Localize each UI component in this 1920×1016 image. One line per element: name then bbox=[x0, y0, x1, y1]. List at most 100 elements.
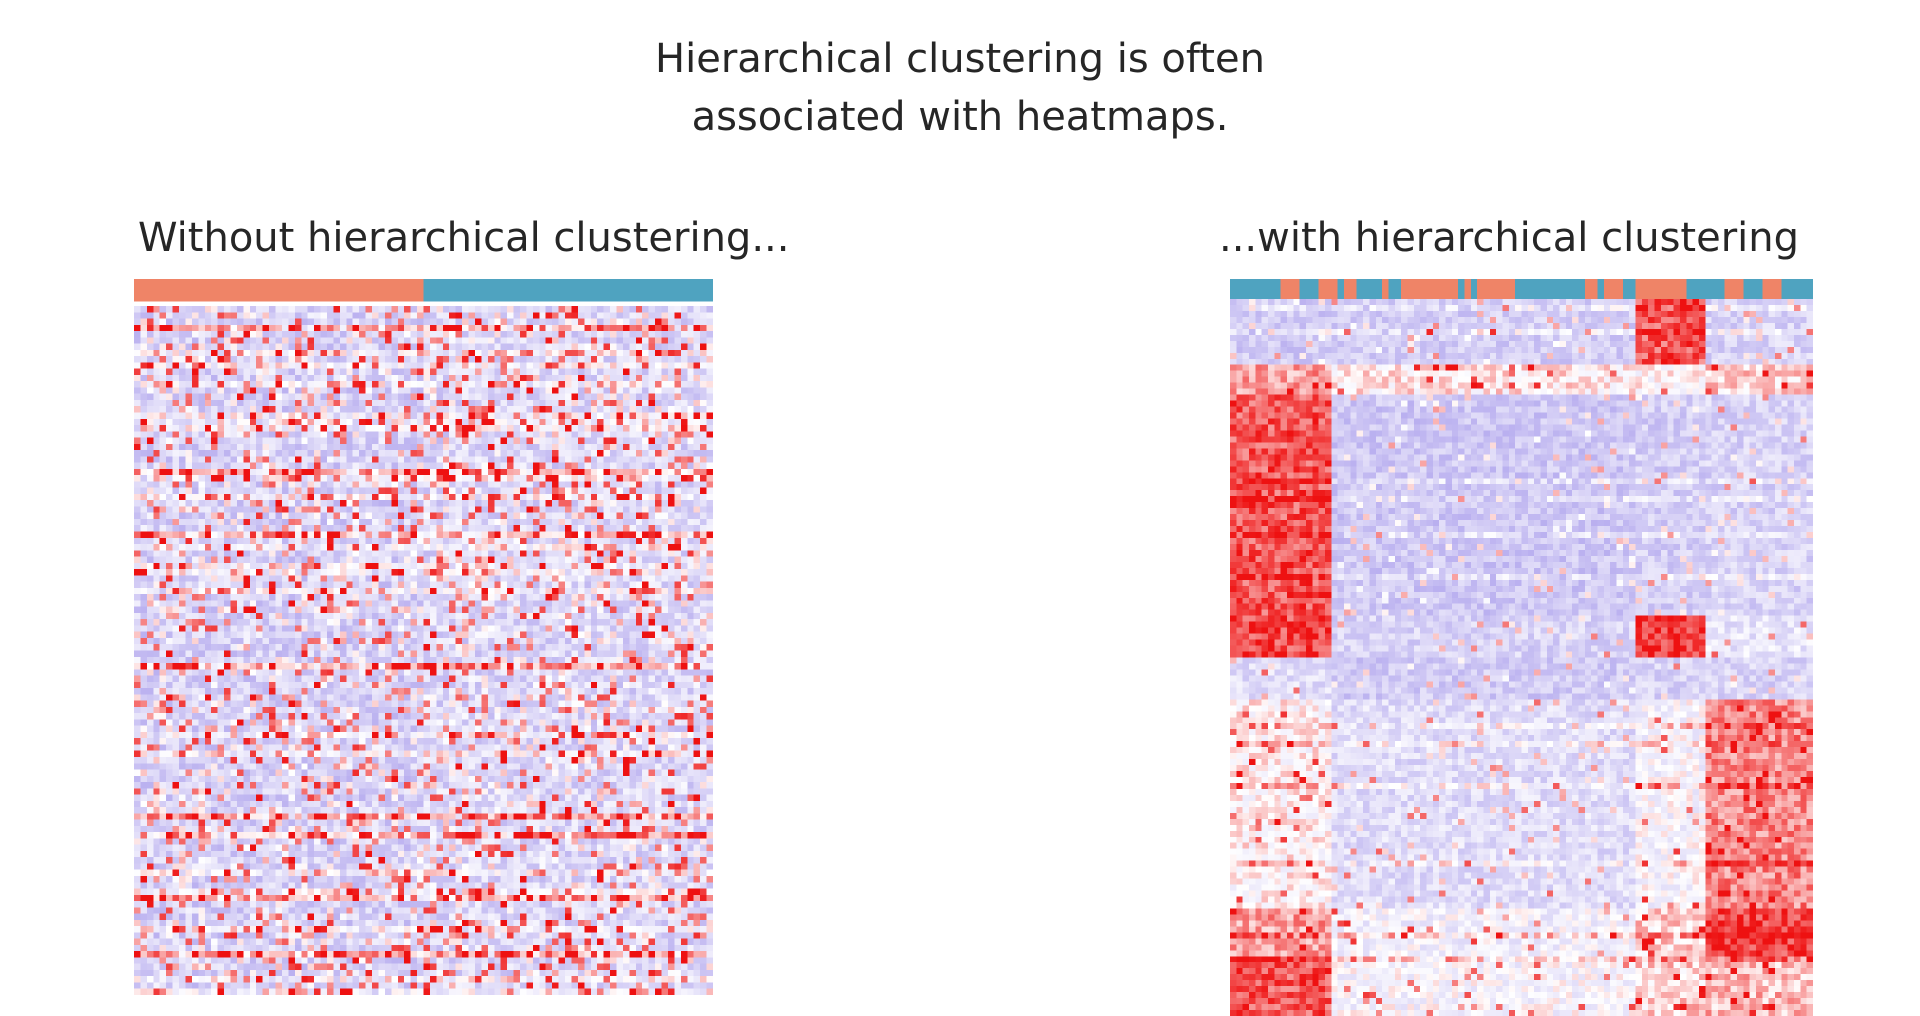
heatmap-cell bbox=[146, 625, 154, 633]
heatmap-cell bbox=[520, 619, 528, 627]
heatmap-cell bbox=[449, 537, 457, 545]
heatmap-cell bbox=[294, 500, 302, 508]
heatmap-cell bbox=[146, 356, 154, 363]
column-group-bar-cell bbox=[172, 279, 180, 302]
heatmap-cell bbox=[648, 581, 656, 589]
heatmap-cell bbox=[423, 456, 431, 464]
heatmap-cell bbox=[474, 625, 482, 633]
heatmap-cell bbox=[243, 437, 251, 445]
heatmap-cell bbox=[384, 356, 392, 363]
heatmap-cell bbox=[462, 362, 470, 370]
heatmap-cell bbox=[680, 619, 688, 627]
heatmap-cell bbox=[693, 312, 701, 320]
heatmap-cell bbox=[243, 393, 251, 401]
heatmap-cell bbox=[429, 487, 437, 495]
heatmap-cell bbox=[346, 606, 354, 614]
heatmap-cell bbox=[661, 312, 669, 320]
heatmap-cell bbox=[314, 368, 322, 376]
heatmap-cell bbox=[359, 324, 367, 332]
heatmap-cell bbox=[384, 393, 392, 401]
heatmap-cell bbox=[172, 324, 180, 332]
heatmap-cell bbox=[327, 368, 335, 376]
heatmap-cell bbox=[146, 575, 154, 583]
heatmap-cell bbox=[320, 324, 328, 332]
heatmap-cell bbox=[314, 556, 322, 564]
heatmap-cell bbox=[346, 587, 354, 595]
heatmap-cell bbox=[339, 481, 347, 489]
heatmap-cell bbox=[391, 500, 399, 508]
heatmap-cell bbox=[378, 343, 386, 351]
heatmap-cell bbox=[487, 399, 495, 407]
heatmap-cell bbox=[339, 562, 347, 570]
heatmap-cell bbox=[487, 619, 495, 627]
heatmap-cell bbox=[307, 399, 315, 407]
heatmap-cell bbox=[449, 612, 457, 620]
heatmap-cell bbox=[372, 331, 380, 338]
heatmap-cell bbox=[635, 556, 643, 564]
heatmap-cell bbox=[365, 537, 373, 545]
heatmap-cell bbox=[687, 550, 695, 558]
heatmap-cell bbox=[417, 393, 425, 401]
heatmap-cell bbox=[281, 544, 289, 551]
heatmap-cell bbox=[140, 331, 148, 338]
heatmap-cell bbox=[397, 468, 405, 476]
heatmap-cell bbox=[693, 324, 701, 332]
heatmap-cell bbox=[352, 506, 360, 514]
heatmap-cell bbox=[674, 581, 682, 589]
heatmap-cell bbox=[603, 544, 611, 551]
heatmap-cell bbox=[397, 575, 405, 583]
heatmap-cell bbox=[339, 406, 347, 414]
heatmap-cell bbox=[249, 425, 257, 432]
heatmap-cell bbox=[468, 324, 476, 332]
heatmap-cell bbox=[230, 406, 238, 414]
heatmap-cell bbox=[417, 487, 425, 495]
heatmap-cell bbox=[307, 637, 315, 645]
heatmap-cell bbox=[436, 493, 444, 501]
heatmap-cell bbox=[159, 637, 167, 645]
heatmap-cell bbox=[307, 343, 315, 351]
heatmap-cell bbox=[333, 569, 341, 576]
heatmap-cell bbox=[635, 331, 643, 338]
heatmap-cell bbox=[558, 612, 566, 620]
heatmap-cell bbox=[571, 437, 579, 445]
heatmap-cell bbox=[584, 437, 592, 445]
heatmap-cell bbox=[372, 418, 380, 426]
heatmap-cell bbox=[166, 381, 174, 389]
heatmap-cell bbox=[565, 512, 573, 520]
heatmap-cell bbox=[417, 343, 425, 351]
heatmap-cell bbox=[410, 518, 418, 526]
heatmap-cell bbox=[571, 512, 579, 520]
heatmap-cell bbox=[294, 393, 302, 401]
heatmap-cell bbox=[134, 625, 142, 633]
heatmap-cell bbox=[667, 468, 675, 476]
heatmap-cell bbox=[635, 518, 643, 526]
heatmap-cell bbox=[616, 406, 624, 414]
heatmap-cell bbox=[134, 381, 142, 389]
heatmap-cell bbox=[288, 637, 296, 645]
heatmap-cell bbox=[584, 381, 592, 389]
heatmap-cell bbox=[256, 450, 264, 457]
heatmap-cell bbox=[294, 462, 302, 470]
heatmap-cell bbox=[635, 393, 643, 401]
heatmap-cell bbox=[700, 356, 708, 363]
heatmap-cell bbox=[217, 406, 225, 414]
heatmap-cell bbox=[629, 374, 637, 382]
heatmap-cell bbox=[159, 387, 167, 395]
heatmap-cell bbox=[648, 575, 656, 583]
heatmap-cell bbox=[487, 368, 495, 376]
heatmap-cell bbox=[179, 500, 187, 508]
heatmap-cell bbox=[391, 462, 399, 470]
heatmap-cell bbox=[217, 631, 225, 639]
heatmap-cell bbox=[236, 550, 244, 558]
heatmap-cell bbox=[442, 387, 450, 395]
heatmap-cell bbox=[249, 512, 257, 520]
heatmap-cell bbox=[404, 456, 412, 464]
heatmap-cell bbox=[462, 581, 470, 589]
heatmap-cell bbox=[211, 418, 219, 426]
heatmap-cell bbox=[481, 518, 489, 526]
heatmap-cell bbox=[320, 425, 328, 432]
heatmap-cell bbox=[269, 468, 277, 476]
heatmap-cell bbox=[577, 450, 585, 457]
heatmap-cell bbox=[301, 431, 309, 439]
heatmap-cell bbox=[352, 443, 360, 451]
